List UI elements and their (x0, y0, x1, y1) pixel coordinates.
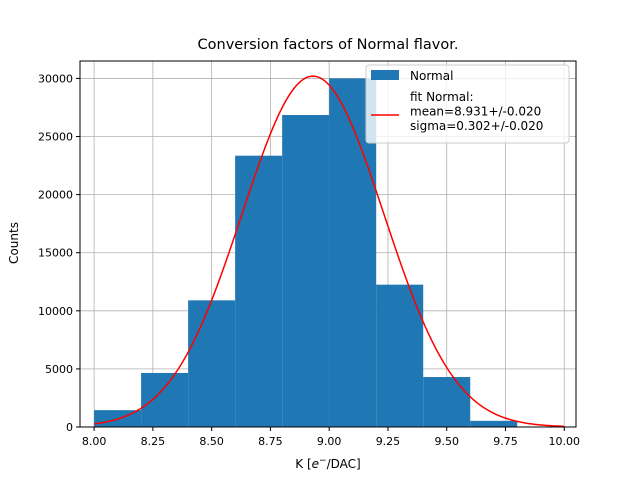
x-axis-label-tail: /DAC] (327, 457, 361, 471)
y-axis-label: Counts (7, 222, 21, 264)
y-tick-label: 20000 (38, 189, 73, 202)
histogram-bar (235, 155, 283, 427)
y-tick-label: 0 (66, 421, 73, 434)
x-axis-label-symbol: e (312, 457, 319, 471)
x-tick-label: 8.50 (199, 435, 224, 448)
legend-label-fit: fit Normal: mean=8.931+/-0.020 sigma=0.3… (410, 90, 545, 133)
legend-swatch-normal (371, 70, 399, 80)
chart-title: Conversion factors of Normal flavor. (198, 37, 459, 53)
histogram-bars (94, 78, 518, 428)
legend-frame (365, 64, 570, 144)
x-tick-label: 9.25 (376, 435, 401, 448)
y-axis-ticks: 0 5000 10000 15000 20000 25000 30000 (38, 72, 80, 434)
fit-curve-layer (93, 75, 565, 428)
x-axis-ticks: 8.00 8.25 8.50 8.75 9.00 9.25 9.50 9.75 10.00 (82, 427, 580, 448)
axes-frame (79, 60, 577, 428)
legend-fit-line-3: sigma=0.302+/-0.020 (410, 119, 543, 133)
legend-label-normal: Normal (410, 69, 453, 83)
y-tick-label: 15000 (38, 247, 73, 260)
x-tick-label: 9.50 (434, 435, 459, 448)
x-tick-label: 8.25 (141, 435, 166, 448)
y-tick-label: 10000 (38, 305, 73, 318)
histogram-bar (188, 300, 236, 427)
y-tick-label: 30000 (38, 72, 73, 85)
x-axis-label-superscript: − (319, 456, 327, 466)
y-tick-label: 25000 (38, 131, 73, 144)
x-axis-label-main: K [ (295, 457, 311, 471)
histogram-bar (470, 420, 518, 427)
gaussian-fit-curve (93, 75, 565, 428)
histogram-bar (376, 284, 424, 427)
x-tick-label: 9.75 (493, 435, 518, 448)
x-tick-label: 9.00 (317, 435, 342, 448)
x-tick-label: 8.00 (82, 435, 107, 448)
histogram-bar (423, 377, 471, 427)
legend-fit-line-1: fit Normal: (410, 90, 474, 104)
x-tick-label: 8.75 (258, 435, 283, 448)
legend: Normal fit Normal: mean=8.931+/-0.020 si… (365, 64, 570, 144)
axes (79, 60, 577, 428)
x-tick-label: 10.00 (548, 435, 580, 448)
histogram-bar (282, 115, 330, 428)
x-axis-label: K [e−/DAC] (295, 456, 360, 471)
histogram-bar (141, 372, 189, 427)
legend-fit-line-2: mean=8.931+/-0.020 (410, 105, 541, 119)
y-tick-label: 5000 (45, 363, 73, 376)
